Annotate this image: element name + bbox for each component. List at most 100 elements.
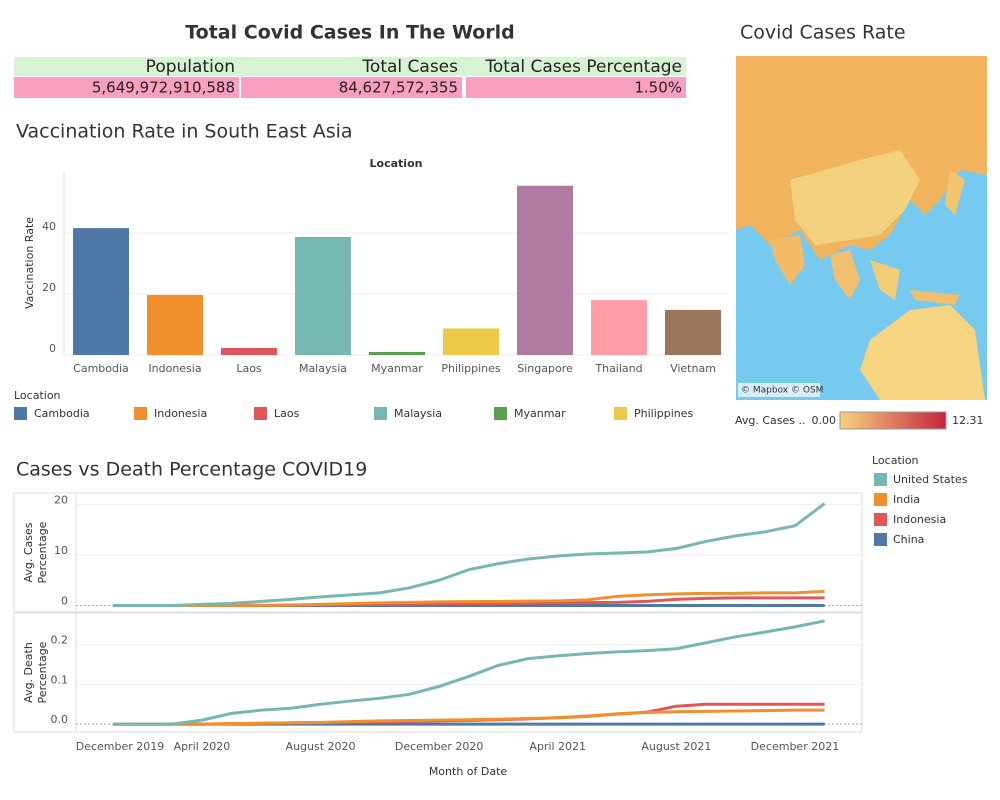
legend-swatch — [254, 407, 267, 420]
x-tick-label: August 2020 — [286, 740, 356, 753]
legend-swatch — [14, 407, 27, 420]
kpi-value-bg — [14, 77, 239, 98]
legend-label: United States — [893, 473, 968, 486]
map-land — [770, 235, 805, 285]
kpi-header-bg — [14, 57, 686, 76]
y-tick-label: 20 — [54, 494, 68, 507]
map-legend-label: 12.31 — [952, 414, 984, 427]
x-tick-label: April 2021 — [529, 740, 586, 753]
x-tick-label: Vietnam — [670, 362, 716, 375]
legend-swatch — [614, 407, 627, 420]
y-axis-label-line: Percentage — [36, 641, 49, 703]
legend-swatch — [874, 533, 887, 546]
chart-title: Cases vs Death Percentage COVID19 — [16, 459, 367, 481]
legend-swatch — [874, 493, 887, 506]
bar — [591, 300, 647, 355]
kpi-value: 5,649,972,910,588 — [92, 79, 235, 97]
legend-swatch — [874, 513, 887, 526]
legend-label: India — [893, 493, 920, 506]
map-title: Covid Cases Rate — [740, 22, 906, 44]
y-axis-label-line: Avg. Death — [22, 642, 35, 703]
legend-label: Indonesia — [154, 407, 207, 420]
map-credit: © Mapbox © OSM — [741, 386, 823, 396]
legend-label: Philippines — [634, 407, 694, 420]
y-axis-label-line: Percentage — [36, 521, 49, 583]
y-tick-label: 0 — [61, 594, 68, 607]
map-land — [830, 250, 860, 300]
x-tick-label: Malaysia — [299, 362, 347, 375]
x-axis-label: Location — [370, 157, 423, 170]
map-land — [910, 290, 960, 305]
x-tick-label: Philippines — [441, 362, 501, 375]
map-legend-label: 0.00 — [812, 414, 837, 427]
legend-title: Location — [872, 454, 919, 467]
line — [113, 589, 825, 607]
legend-label: Laos — [274, 407, 300, 420]
bar — [221, 347, 277, 355]
x-tick-label: April 2020 — [174, 740, 231, 753]
kpi-title: Total Covid Cases In The World — [185, 22, 515, 44]
x-tick-label: December 2019 — [76, 740, 165, 753]
x-tick-label: Cambodia — [73, 362, 129, 375]
x-tick-label: Myanmar — [371, 362, 423, 375]
x-tick-label: Thailand — [594, 362, 642, 375]
panel — [13, 492, 863, 613]
bar — [147, 294, 203, 355]
y-tick-label: 0.0 — [51, 713, 69, 726]
y-tick-label: 20 — [42, 281, 56, 294]
legend-label: Indonesia — [893, 513, 946, 526]
legend-label: Cambodia — [34, 407, 90, 420]
kpi-value: 84,627,572,355 — [339, 79, 458, 97]
bar — [443, 328, 499, 355]
y-tick-label: 0.2 — [51, 634, 69, 647]
kpi-value-bg — [466, 77, 686, 98]
bar — [369, 351, 425, 355]
panel — [13, 612, 863, 733]
map-legend-gradient — [839, 411, 947, 430]
y-tick-label: 0 — [49, 342, 56, 355]
x-tick-label: December 2021 — [751, 740, 840, 753]
x-tick-label: August 2021 — [641, 740, 711, 753]
y-tick-label: 0.1 — [51, 673, 69, 686]
legend-label: Malaysia — [394, 407, 442, 420]
chart-title: Vaccination Rate in South East Asia — [16, 121, 353, 143]
legend-title: Location — [14, 389, 61, 402]
x-tick-label: Singapore — [517, 362, 573, 375]
kpi-value-bg — [241, 77, 462, 98]
x-tick-label: Indonesia — [148, 362, 201, 375]
line — [113, 708, 825, 726]
legend-label: Myanmar — [514, 407, 566, 420]
legend-swatch — [374, 407, 387, 420]
x-tick-label: Laos — [236, 362, 262, 375]
y-axis-label-line: Avg. Cases — [22, 522, 35, 582]
bar — [73, 228, 129, 355]
map-legend-title: Avg. Cases .. — [735, 414, 806, 427]
x-tick-label: December 2020 — [395, 740, 484, 753]
legend-swatch — [494, 407, 507, 420]
kpi-header: Population — [146, 57, 235, 77]
line — [113, 502, 826, 607]
bar — [295, 236, 351, 355]
map-land — [945, 170, 965, 215]
map — [736, 56, 987, 400]
line — [113, 619, 825, 726]
x-axis-label: Month of Date — [429, 765, 508, 778]
y-tick-label: 10 — [54, 544, 68, 557]
y-tick-label: 40 — [42, 220, 56, 233]
y-axis-label: Avg. DeathPercentage — [22, 641, 49, 703]
kpi-value: 1.50% — [634, 79, 682, 97]
legend-swatch — [134, 407, 147, 420]
legend-label: China — [893, 533, 924, 546]
kpi-header: Total Cases Percentage — [484, 57, 682, 77]
bar — [665, 309, 721, 355]
map-credit-bg — [738, 383, 820, 397]
map-land — [860, 305, 985, 400]
legend-swatch — [874, 473, 887, 486]
map-land — [870, 260, 900, 300]
y-axis-label: Avg. CasesPercentage — [22, 521, 49, 583]
bar — [517, 185, 573, 355]
map-land — [790, 150, 920, 245]
kpi-header: Total Cases — [361, 57, 458, 77]
